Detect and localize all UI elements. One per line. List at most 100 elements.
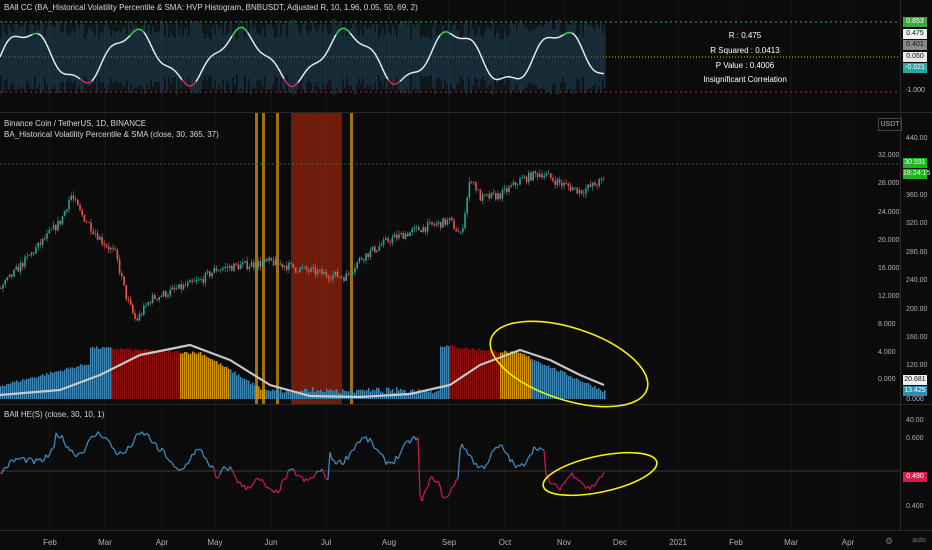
correlation-line xyxy=(101,57,105,63)
hurst-line xyxy=(403,441,407,445)
candle xyxy=(569,186,572,191)
correlation-line xyxy=(0,51,3,58)
histogram-bar xyxy=(136,26,138,88)
candle xyxy=(583,193,585,195)
candle xyxy=(138,314,141,321)
hurst-line xyxy=(53,432,57,448)
settings-icon[interactable]: ⚙ xyxy=(884,536,894,546)
time-tick-label: 2021 xyxy=(669,538,687,547)
histogram-bar xyxy=(320,24,322,90)
hurst-line xyxy=(285,470,289,480)
hurst-line xyxy=(25,458,29,464)
correlation-line xyxy=(565,32,569,35)
histogram-bar xyxy=(340,20,342,94)
candle xyxy=(178,284,180,289)
hurst-line xyxy=(217,473,221,479)
correlation-line xyxy=(563,32,567,36)
candle xyxy=(217,270,220,272)
histogram-bar xyxy=(288,21,290,93)
candle xyxy=(114,248,116,250)
hv-bar xyxy=(106,347,108,399)
hurst-line xyxy=(91,435,95,438)
hurst-line xyxy=(333,460,337,465)
currency-button[interactable]: USDT xyxy=(878,118,902,131)
axes: Feb Mar Apr May Jun Jul Aug Sep Oct Nov Dec 2021 Feb… xyxy=(43,135,927,547)
hv-bar xyxy=(272,389,274,399)
candle xyxy=(415,226,418,228)
candle xyxy=(266,259,268,261)
hv-bar xyxy=(484,350,486,399)
candle xyxy=(433,224,435,226)
hurst-line xyxy=(179,468,183,471)
correlation-line xyxy=(375,54,379,60)
candle xyxy=(85,221,88,223)
correlation-line xyxy=(195,77,199,82)
candle xyxy=(374,246,376,253)
annotation-ellipse[interactable] xyxy=(480,304,658,423)
hv-bar xyxy=(396,387,398,399)
hv-bar xyxy=(196,353,198,399)
candle xyxy=(222,268,224,270)
correlation-line xyxy=(447,31,451,34)
correlation-line xyxy=(183,81,187,85)
hurst-line xyxy=(75,453,79,458)
hv-bar xyxy=(556,370,558,399)
hv-bar xyxy=(238,374,240,399)
candle xyxy=(305,266,308,271)
candle xyxy=(228,265,231,268)
histogram-bar xyxy=(510,20,512,94)
hurst-line xyxy=(97,431,101,436)
auto-scale-button[interactable]: auto xyxy=(912,537,926,544)
hurst-line xyxy=(529,453,533,456)
band-fill xyxy=(0,24,604,90)
axis-tag: 0.475 xyxy=(903,29,927,39)
correlation-line xyxy=(89,80,93,84)
candle xyxy=(147,302,149,306)
correlation-line xyxy=(493,78,497,81)
volatility-highlight xyxy=(335,113,337,404)
hurst-line xyxy=(453,480,457,487)
hv-bar xyxy=(58,371,60,399)
candle xyxy=(211,272,213,277)
volatility-highlight xyxy=(314,113,316,404)
hurst-line xyxy=(553,483,557,486)
histogram-bar xyxy=(64,22,66,92)
stat-r-squared: R Squared : 0.0413 xyxy=(710,46,780,55)
correlation-line xyxy=(175,71,179,75)
histogram-bar xyxy=(146,31,148,83)
histogram-bar xyxy=(58,20,60,94)
correlation-line xyxy=(181,79,185,83)
hurst-line xyxy=(561,483,565,486)
hv-tag: 13.425 xyxy=(903,386,927,396)
hurst-line xyxy=(279,480,283,491)
hurst-line xyxy=(95,431,99,436)
histogram-bar xyxy=(256,33,258,81)
hurst-line xyxy=(369,437,373,443)
histogram-bar xyxy=(214,34,216,80)
histogram-bar xyxy=(212,26,214,88)
correlation-line xyxy=(27,34,31,38)
histogram-bar xyxy=(382,28,384,86)
hurst-line xyxy=(579,480,583,484)
hv-bar xyxy=(186,352,188,399)
hurst-line xyxy=(267,487,271,490)
candle xyxy=(360,258,363,260)
candle xyxy=(160,295,163,298)
correlation-line xyxy=(441,31,445,34)
hurst-line xyxy=(23,457,27,464)
hv-bar xyxy=(440,346,442,399)
scale-axis-label: 24.000 xyxy=(878,209,900,216)
annotation-ellipse[interactable] xyxy=(540,444,661,503)
hv-bar xyxy=(232,372,234,399)
hv-bar xyxy=(130,348,132,399)
candle xyxy=(129,299,132,305)
histogram-bar xyxy=(244,38,246,76)
histogram-bar xyxy=(304,21,306,93)
hv-bar xyxy=(494,350,496,399)
price-pane xyxy=(0,113,900,404)
histogram-bar xyxy=(484,33,486,81)
histogram-bar xyxy=(600,21,602,93)
histogram-bar xyxy=(478,26,480,88)
candle xyxy=(35,247,37,254)
hurst-line xyxy=(203,456,207,459)
